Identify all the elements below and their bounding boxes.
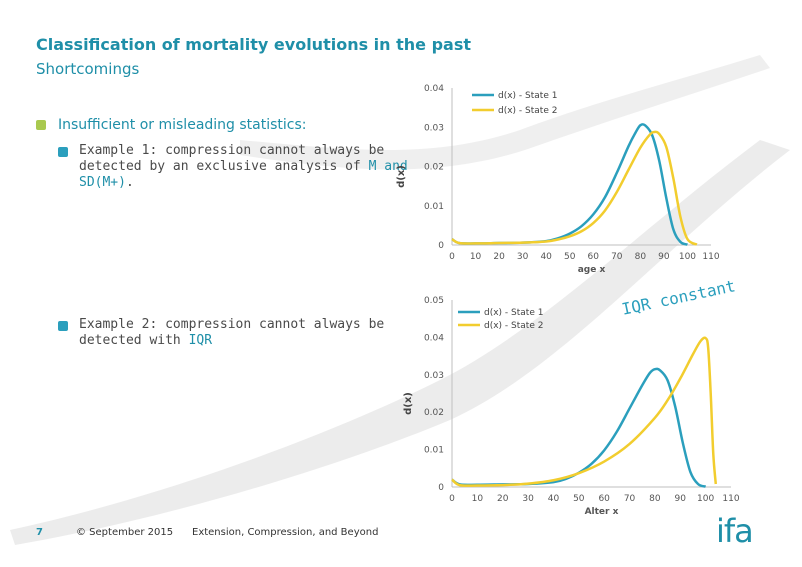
chart2-y-tick-label: 0.05 [424,296,444,306]
example1-line1: Example 1: compression cannot always be [79,143,385,158]
example1-line3-tail: . [125,175,134,190]
chart2-y-tick-label: 0.01 [424,446,444,456]
example1-text: Example 1: compression cannot always be … [79,143,408,191]
chart1-x-tick-label: 30 [517,252,529,262]
chart1-y-tick-label: 0 [438,241,444,251]
example1-line3: SD(M+). [79,175,408,191]
chart1-y-axis-title: d(x) [396,165,407,188]
chart2-x-tick-label: 30 [522,494,534,504]
slide-subtitle: Shortcomings [36,60,140,78]
chart2-x-axis-title: Alter x [585,507,619,517]
chart2-x-tick-label: 60 [598,494,610,504]
chart1-legend-label-2: d(x) - State 2 [498,106,557,116]
example2-bullet [58,321,68,331]
chart1-x-tick-label: 10 [470,252,482,262]
chart2-legend-label-1: d(x) - State 1 [484,308,543,318]
chart2-series-1-line [451,367,707,488]
chart1-x-tick-label: 0 [449,252,455,262]
example2-highlight-iqr: IQR [188,333,213,348]
chart2-y-axis-title: d(x) [403,392,414,415]
chart1-y-tick-label: 0.01 [424,202,444,212]
chart2-y-tick-label: 0.03 [424,371,444,381]
copyright: © September 2015 [76,527,174,538]
chart1-x-tick-label: 90 [658,252,670,262]
chart1-series-2-line [451,130,698,246]
chart1-x-axis-title: age x [578,265,606,275]
example1-highlight-m-sd: M and [368,159,408,174]
chart1-legend-label-1: d(x) - State 1 [498,91,557,101]
chart1-x-tick-label: 110 [702,252,719,262]
chart2-x-tick-label: 110 [722,494,739,504]
chart2-x-tick-label: 20 [497,494,509,504]
chart2-x-tick-label: 80 [649,494,661,504]
chart1-x-tick-label: 60 [588,252,600,262]
chart2-x-tick-label: 90 [675,494,687,504]
chart2-y-tick-label: 0 [438,483,444,493]
chart2-x-tick-label: 100 [697,494,714,504]
ifa-logo: ifa [716,512,754,550]
chart2-legend-label-2: d(x) - State 2 [484,321,543,331]
chart1-y-tick-label: 0.03 [424,123,444,133]
chart1-x-tick-label: 70 [611,252,623,262]
page-number: 7 [36,527,43,538]
example1-bullet [58,147,68,157]
example2-text: Example 2: compression cannot always be … [79,317,384,349]
chart1-x-tick-label: 20 [493,252,505,262]
chart1-x-tick-label: 50 [564,252,576,262]
chart2-x-tick-label: 0 [449,494,455,504]
section-bullet [36,120,46,130]
chart1-x-tick-label: 80 [635,252,647,262]
chart2-y-tick-label: 0.02 [424,408,444,418]
chart2-x-tick-label: 10 [472,494,484,504]
chart1-x-tick-label: 100 [679,252,696,262]
chart2-series-2-line [451,336,718,487]
example1-line2-text: detected by an exclusive analysis of [79,159,369,174]
example2-line1: Example 2: compression cannot always be [79,317,385,332]
chart1-y-tick-label: 0.02 [424,163,444,173]
chart2-x-tick-label: 50 [573,494,585,504]
chart1-series-1-line [451,122,688,246]
chart2-x-tick-label: 70 [624,494,636,504]
section-heading: Insufficient or misleading statistics: [58,117,307,133]
chart2-y-tick-label: 0.04 [424,333,444,343]
example2-line2-text: detected with [79,333,189,348]
example1-line2: detected by an exclusive analysis of M a… [79,159,408,175]
presentation-title: Extension, Compression, and Beyond [192,527,379,538]
example1-highlight-sdm: SD(M+) [79,175,126,190]
chart1-y-tick-label: 0.04 [424,84,444,94]
slide-title: Classification of mortality evolutions i… [36,35,472,54]
chart2-x-tick-label: 40 [548,494,560,504]
chart1-x-tick-label: 40 [540,252,552,262]
example2-line2: detected with IQR [79,333,384,349]
